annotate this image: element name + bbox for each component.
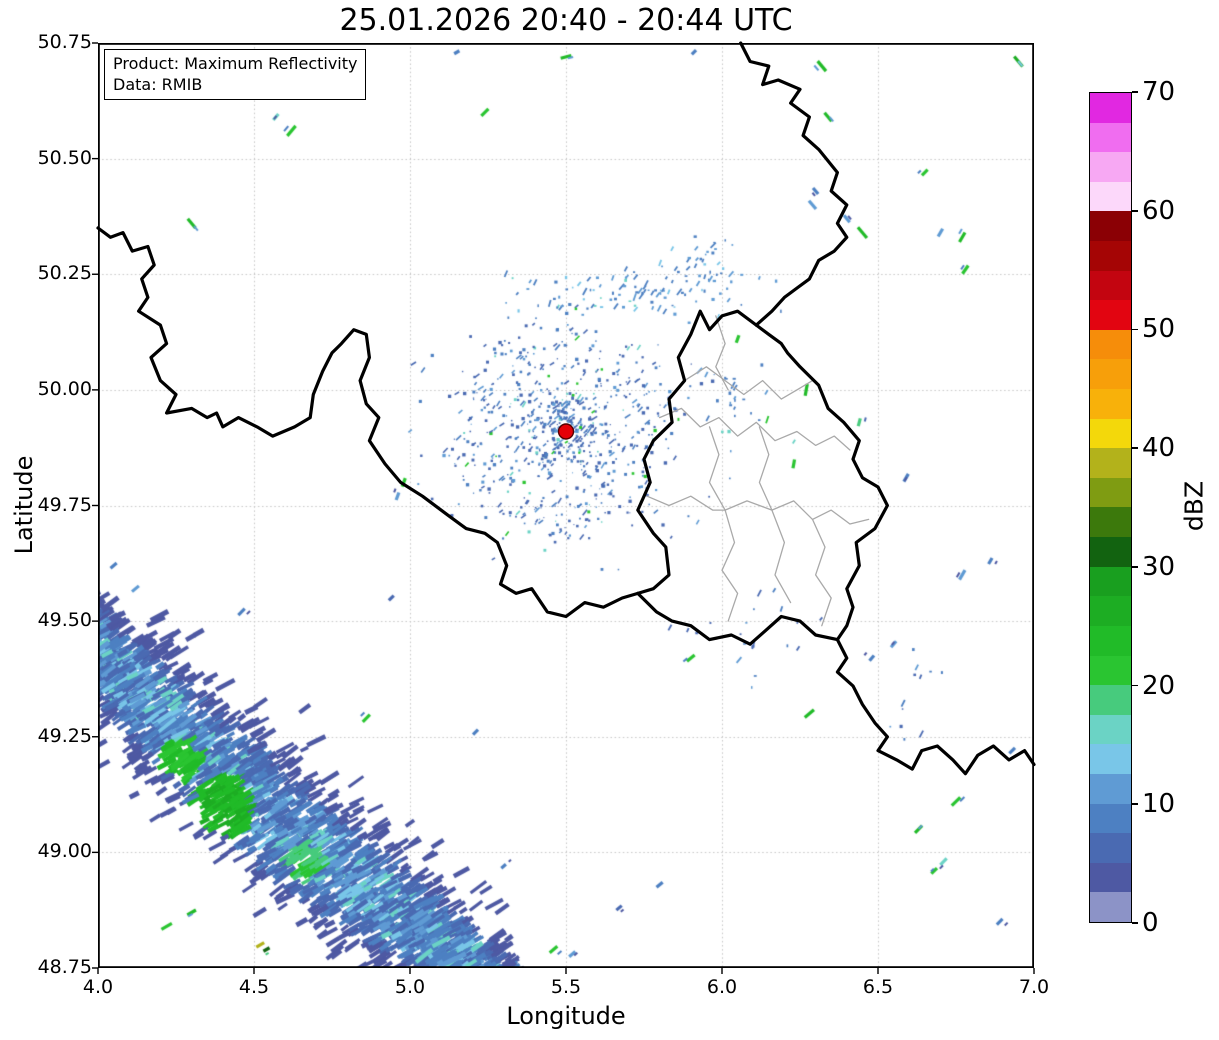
colorbar-segment [1090, 625, 1131, 656]
colorbar-tick-label: 20 [1142, 670, 1176, 701]
reflectivity-echo-layer [98, 43, 1034, 968]
colorbar-segment [1090, 833, 1131, 863]
colorbar-segment [1090, 477, 1131, 508]
country-border [636, 309, 758, 596]
colorbar-segment [1090, 537, 1131, 567]
colorbar-segment [1090, 122, 1131, 153]
colorbar-segment [1090, 862, 1131, 893]
colorbar-segment [1090, 507, 1131, 538]
colorbar-tick-label: 0 [1142, 908, 1159, 938]
plot-area [92, 41, 1036, 974]
district-border [758, 426, 773, 511]
district-border [708, 426, 726, 511]
y-tick-label: 48.75 [37, 956, 92, 978]
district-border [771, 509, 792, 604]
district-border [658, 407, 851, 451]
colorbar-segment [1090, 773, 1131, 804]
colorbar-segment [1090, 714, 1131, 745]
colorbar-segment [1090, 329, 1131, 360]
country-border [835, 637, 1036, 776]
country-border [636, 591, 840, 646]
colorbar-tick-mark [1132, 922, 1138, 924]
y-tick-label: 49.50 [37, 609, 92, 632]
country-border [739, 41, 849, 327]
colorbar-tick-label: 30 [1142, 551, 1176, 582]
colorbar-segment [1090, 655, 1131, 686]
x-tick-label: 5.0 [394, 976, 426, 998]
colorbar-segment [1090, 92, 1131, 123]
country-border [96, 226, 640, 619]
colorbar-tick-mark [1132, 684, 1138, 687]
y-tick-label: 50.25 [37, 262, 92, 285]
map-borders-layer [92, 41, 1036, 974]
colorbar-tick-mark [1132, 328, 1138, 331]
colorbar [1089, 92, 1132, 923]
y-tick-label: 49.75 [37, 493, 92, 516]
colorbar-segment [1090, 240, 1131, 271]
colorbar-tick-mark [1132, 209, 1138, 212]
x-axis-label: Longitude [506, 1002, 626, 1030]
y-tick-label: 50.00 [37, 377, 92, 400]
x-tick-label: 7.0 [1018, 976, 1050, 998]
product-annotation-line1: Product: Maximum Reflectivity [113, 54, 358, 73]
colorbar-segment [1090, 448, 1131, 478]
y-tick-label: 50.75 [37, 31, 92, 53]
colorbar-segment [1090, 300, 1131, 330]
district-border [721, 509, 739, 622]
colorbar-segment [1090, 596, 1131, 626]
product-annotation-box: Product: Maximum Reflectivity Data: RMIB [104, 49, 367, 100]
colorbar-segment [1090, 566, 1131, 597]
colorbar-tick-label: 10 [1142, 789, 1176, 820]
colorbar-tick-mark [1132, 91, 1138, 93]
colorbar-segment [1090, 152, 1131, 182]
colorbar-segment [1090, 803, 1131, 834]
country-border [754, 323, 890, 642]
colorbar-label: dBZ [1179, 480, 1209, 532]
colorbar-segment [1090, 744, 1131, 774]
colorbar-tick-mark [1132, 803, 1138, 806]
colorbar-tick-label: 50 [1142, 314, 1176, 345]
x-tick-label: 6.5 [862, 976, 894, 998]
colorbar-segment [1090, 211, 1131, 241]
colorbar-tick-label: 70 [1142, 77, 1176, 107]
x-tick-label: 4.0 [82, 976, 114, 998]
colorbar-segment [1090, 270, 1131, 301]
y-tick-label: 50.50 [37, 146, 92, 169]
x-tick-label: 5.5 [550, 976, 582, 998]
colorbar-segment [1090, 359, 1131, 390]
colorbar-tick-label: 40 [1142, 433, 1176, 464]
radar-site-marker [557, 423, 575, 440]
colorbar-segment [1090, 685, 1131, 715]
colorbar-tick-label: 60 [1142, 195, 1176, 226]
district-border [811, 518, 832, 627]
colorbar-tick-mark [1132, 447, 1138, 449]
product-annotation-line2: Data: RMIB [113, 75, 203, 94]
district-border [646, 495, 870, 525]
x-tick-label: 4.5 [238, 976, 270, 998]
plot-title: 25.01.2026 20:40 - 20:44 UTC [339, 3, 793, 38]
district-border [715, 315, 729, 391]
colorbar-segment [1090, 389, 1131, 419]
colorbar-segment [1090, 181, 1131, 212]
district-border [683, 366, 814, 400]
y-tick-label: 49.25 [37, 724, 92, 747]
colorbar-tick-mark [1132, 566, 1138, 568]
colorbar-segment [1090, 892, 1131, 922]
x-tick-label: 6.0 [706, 976, 738, 998]
y-tick-label: 49.00 [37, 840, 92, 863]
colorbar-segment [1090, 418, 1131, 449]
plot-frame [97, 42, 1035, 969]
